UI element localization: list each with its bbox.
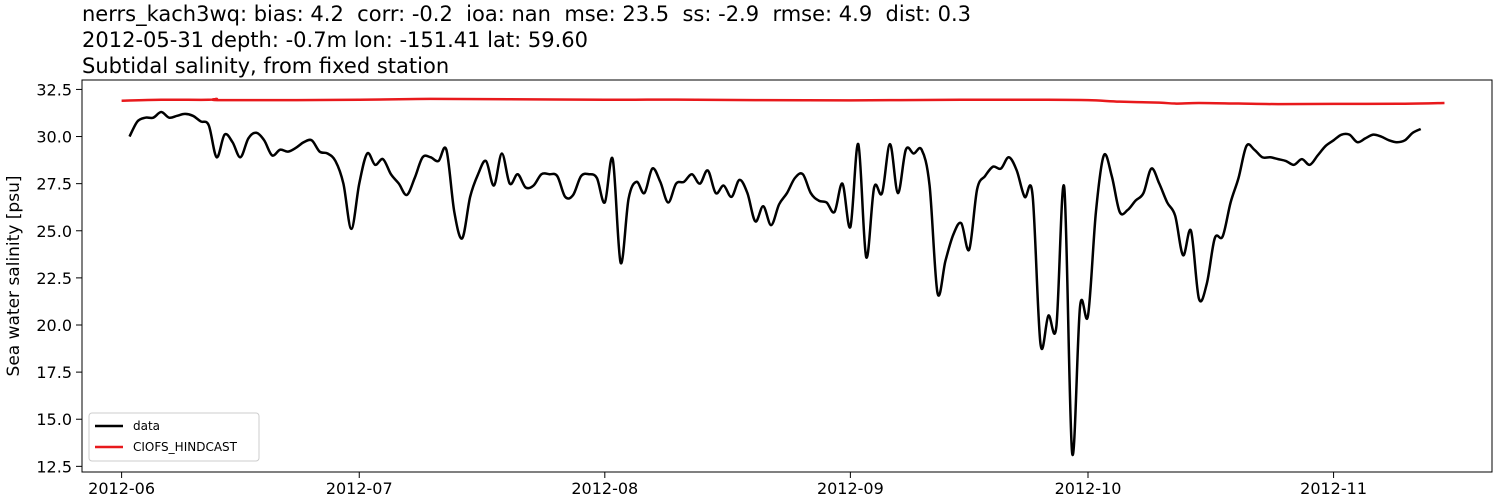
chart-title-line-2: 2012-05-31 depth: -0.7m lon: -151.41 lat… xyxy=(82,28,588,52)
x-tick-label: 2012-06 xyxy=(88,479,155,498)
y-tick-label: 32.5 xyxy=(36,80,72,99)
y-tick-label: 12.5 xyxy=(36,457,72,476)
x-tick-label: 2012-10 xyxy=(1055,479,1122,498)
y-axis: 12.5 15.0 17.5 20.0 22.5 25.0 27.5 30.0 32.5 xyxy=(36,80,82,476)
series-line-ciofs-hindcast xyxy=(121,97,1445,106)
plot-frame xyxy=(81,79,1493,473)
series-layer xyxy=(121,97,1445,457)
y-tick-label: 30.0 xyxy=(36,128,72,147)
legend-label-data: data xyxy=(133,419,160,433)
x-tick-label: 2012-09 xyxy=(817,479,884,498)
legend: data CIOFS_HINDCAST xyxy=(88,412,260,462)
y-tick-label: 25.0 xyxy=(36,222,72,241)
y-axis-label: Sea water salinity [psu] xyxy=(4,176,24,377)
x-tick-label: 2012-11 xyxy=(1300,479,1367,498)
x-tick-label: 2012-07 xyxy=(326,479,393,498)
legend-label-ciofs-hindcast: CIOFS_HINDCAST xyxy=(133,440,238,454)
y-tick-label: 22.5 xyxy=(36,269,72,288)
y-tick-label: 15.0 xyxy=(36,410,72,429)
x-axis: 2012-06 2012-07 2012-08 2012-09 2012-10 2012-… xyxy=(88,472,1367,498)
legend-box xyxy=(88,412,260,462)
chart-title-line-3: Subtidal salinity, from fixed station xyxy=(82,54,450,78)
y-tick-label: 17.5 xyxy=(36,363,72,382)
y-tick-label: 20.0 xyxy=(36,316,72,335)
chart-title-line-1: nerrs_kach3wq: bias: 4.2 corr: -0.2 ioa:… xyxy=(82,2,972,26)
series-line-data xyxy=(128,110,1422,457)
x-tick-label: 2012-08 xyxy=(571,479,638,498)
y-tick-label: 27.5 xyxy=(36,175,72,194)
